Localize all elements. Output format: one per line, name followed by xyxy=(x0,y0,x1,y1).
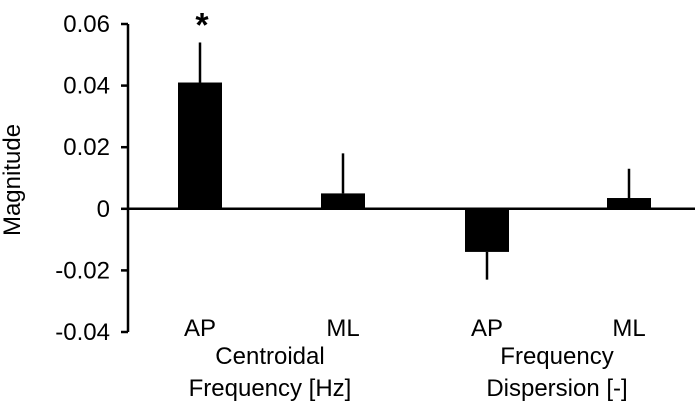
axes xyxy=(121,22,695,334)
y-tick-label: 0.02 xyxy=(63,134,110,161)
category-label: ML xyxy=(326,315,359,342)
y-tick-label: 0.04 xyxy=(63,73,110,100)
bar xyxy=(321,193,365,209)
group-label-line2: Dispersion [-] xyxy=(486,375,627,402)
bar xyxy=(607,198,651,209)
category-label: AP xyxy=(471,315,503,342)
labels: 0.060.040.020-0.02-0.04 AP*ML AP MLCentroid… xyxy=(55,6,645,402)
y-tick-label: 0.06 xyxy=(63,11,110,38)
y-tick-label: 0 xyxy=(97,196,110,223)
y-tick-label: -0.04 xyxy=(55,319,110,346)
bar xyxy=(178,82,222,209)
group-label-line2: Frequency [Hz] xyxy=(189,375,352,402)
bar xyxy=(465,208,509,252)
category-label: AP xyxy=(184,315,216,342)
group-label-line1: Frequency xyxy=(500,343,613,370)
bars xyxy=(178,42,651,280)
group-label-line1: Centroidal xyxy=(215,343,324,370)
significance-marker: * xyxy=(195,6,209,44)
y-axis-label: Magnitude xyxy=(0,124,26,236)
category-label: ML xyxy=(612,315,645,342)
y-tick-label: -0.02 xyxy=(55,257,110,284)
